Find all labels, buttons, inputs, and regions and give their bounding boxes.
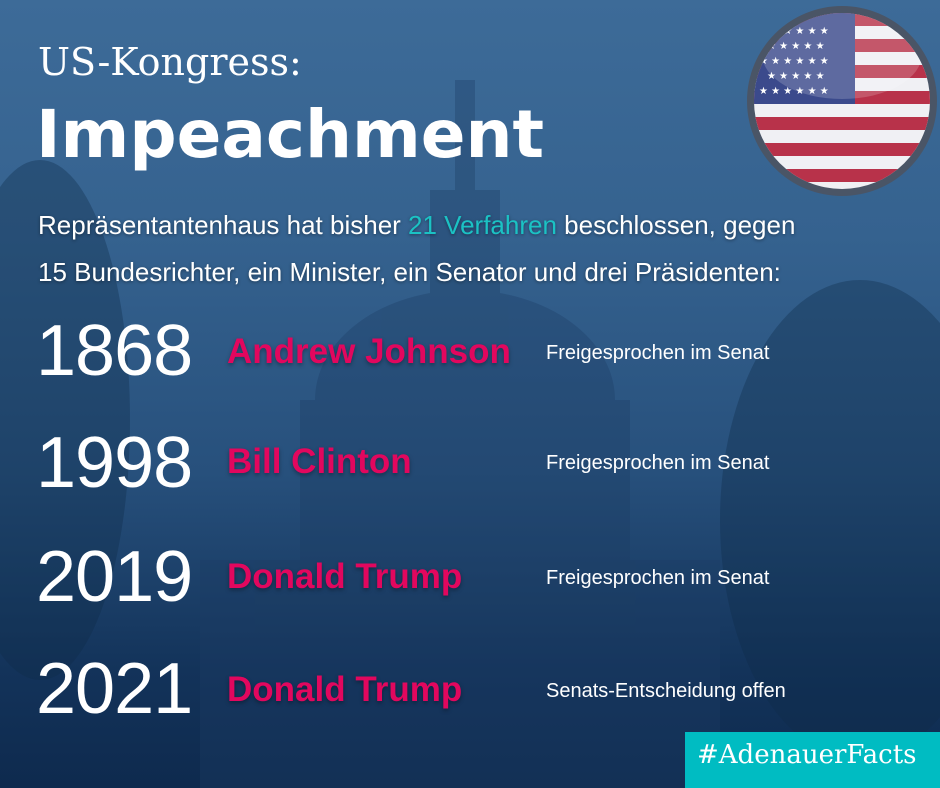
entry-name: Andrew Johnson <box>227 332 511 371</box>
page-title: Impeachment <box>36 96 545 173</box>
svg-text:★ ★ ★ ★ ★ ★: ★ ★ ★ ★ ★ ★ <box>759 86 829 97</box>
kicker: US-Kongress: <box>38 40 302 84</box>
entry-year: 2021 <box>36 649 193 729</box>
hashtag: #AdenauerFacts <box>697 740 917 770</box>
svg-text:★ ★ ★ ★ ★ ★: ★ ★ ★ ★ ★ ★ <box>759 26 829 37</box>
svg-text:★ ★ ★ ★ ★: ★ ★ ★ ★ ★ <box>767 41 825 52</box>
highlight-count: 21 Verfahren <box>408 210 557 240</box>
entry-result: Senats-Entscheidung offen <box>546 680 786 702</box>
intro-text: Repräsentantenhaus hat bisher <box>38 210 409 240</box>
svg-text:★ ★ ★ ★ ★ ★: ★ ★ ★ ★ ★ ★ <box>759 56 829 67</box>
entry-name: Bill Clinton <box>227 442 412 481</box>
intro-line-2: 15 Bundesrichter, ein Minister, ein Sena… <box>38 257 781 287</box>
entry-result: Freigesprochen im Senat <box>546 567 770 589</box>
entry-name: Donald Trump <box>227 557 463 596</box>
hashtag-badge: #AdenauerFacts <box>685 732 940 788</box>
us-flag-badge-icon: ★ ★ ★ ★ ★ ★ ★ ★ ★ ★ ★ ★ ★ ★ ★ ★ ★ ★ ★ ★ ★ … <box>747 6 937 196</box>
entry-year: 1998 <box>36 423 193 503</box>
intro-text: beschlossen, gegen <box>556 210 796 240</box>
intro-line-1: Repräsentantenhaus hat bisher 21 Verfahr… <box>38 210 795 241</box>
entry-result: Freigesprochen im Senat <box>546 342 770 364</box>
entry-name: Donald Trump <box>227 670 463 709</box>
svg-text:★ ★ ★ ★ ★: ★ ★ ★ ★ ★ <box>767 71 825 82</box>
entry-year: 1868 <box>36 311 193 391</box>
entry-result: Freigesprochen im Senat <box>546 452 770 474</box>
entry-year: 2019 <box>36 537 193 617</box>
